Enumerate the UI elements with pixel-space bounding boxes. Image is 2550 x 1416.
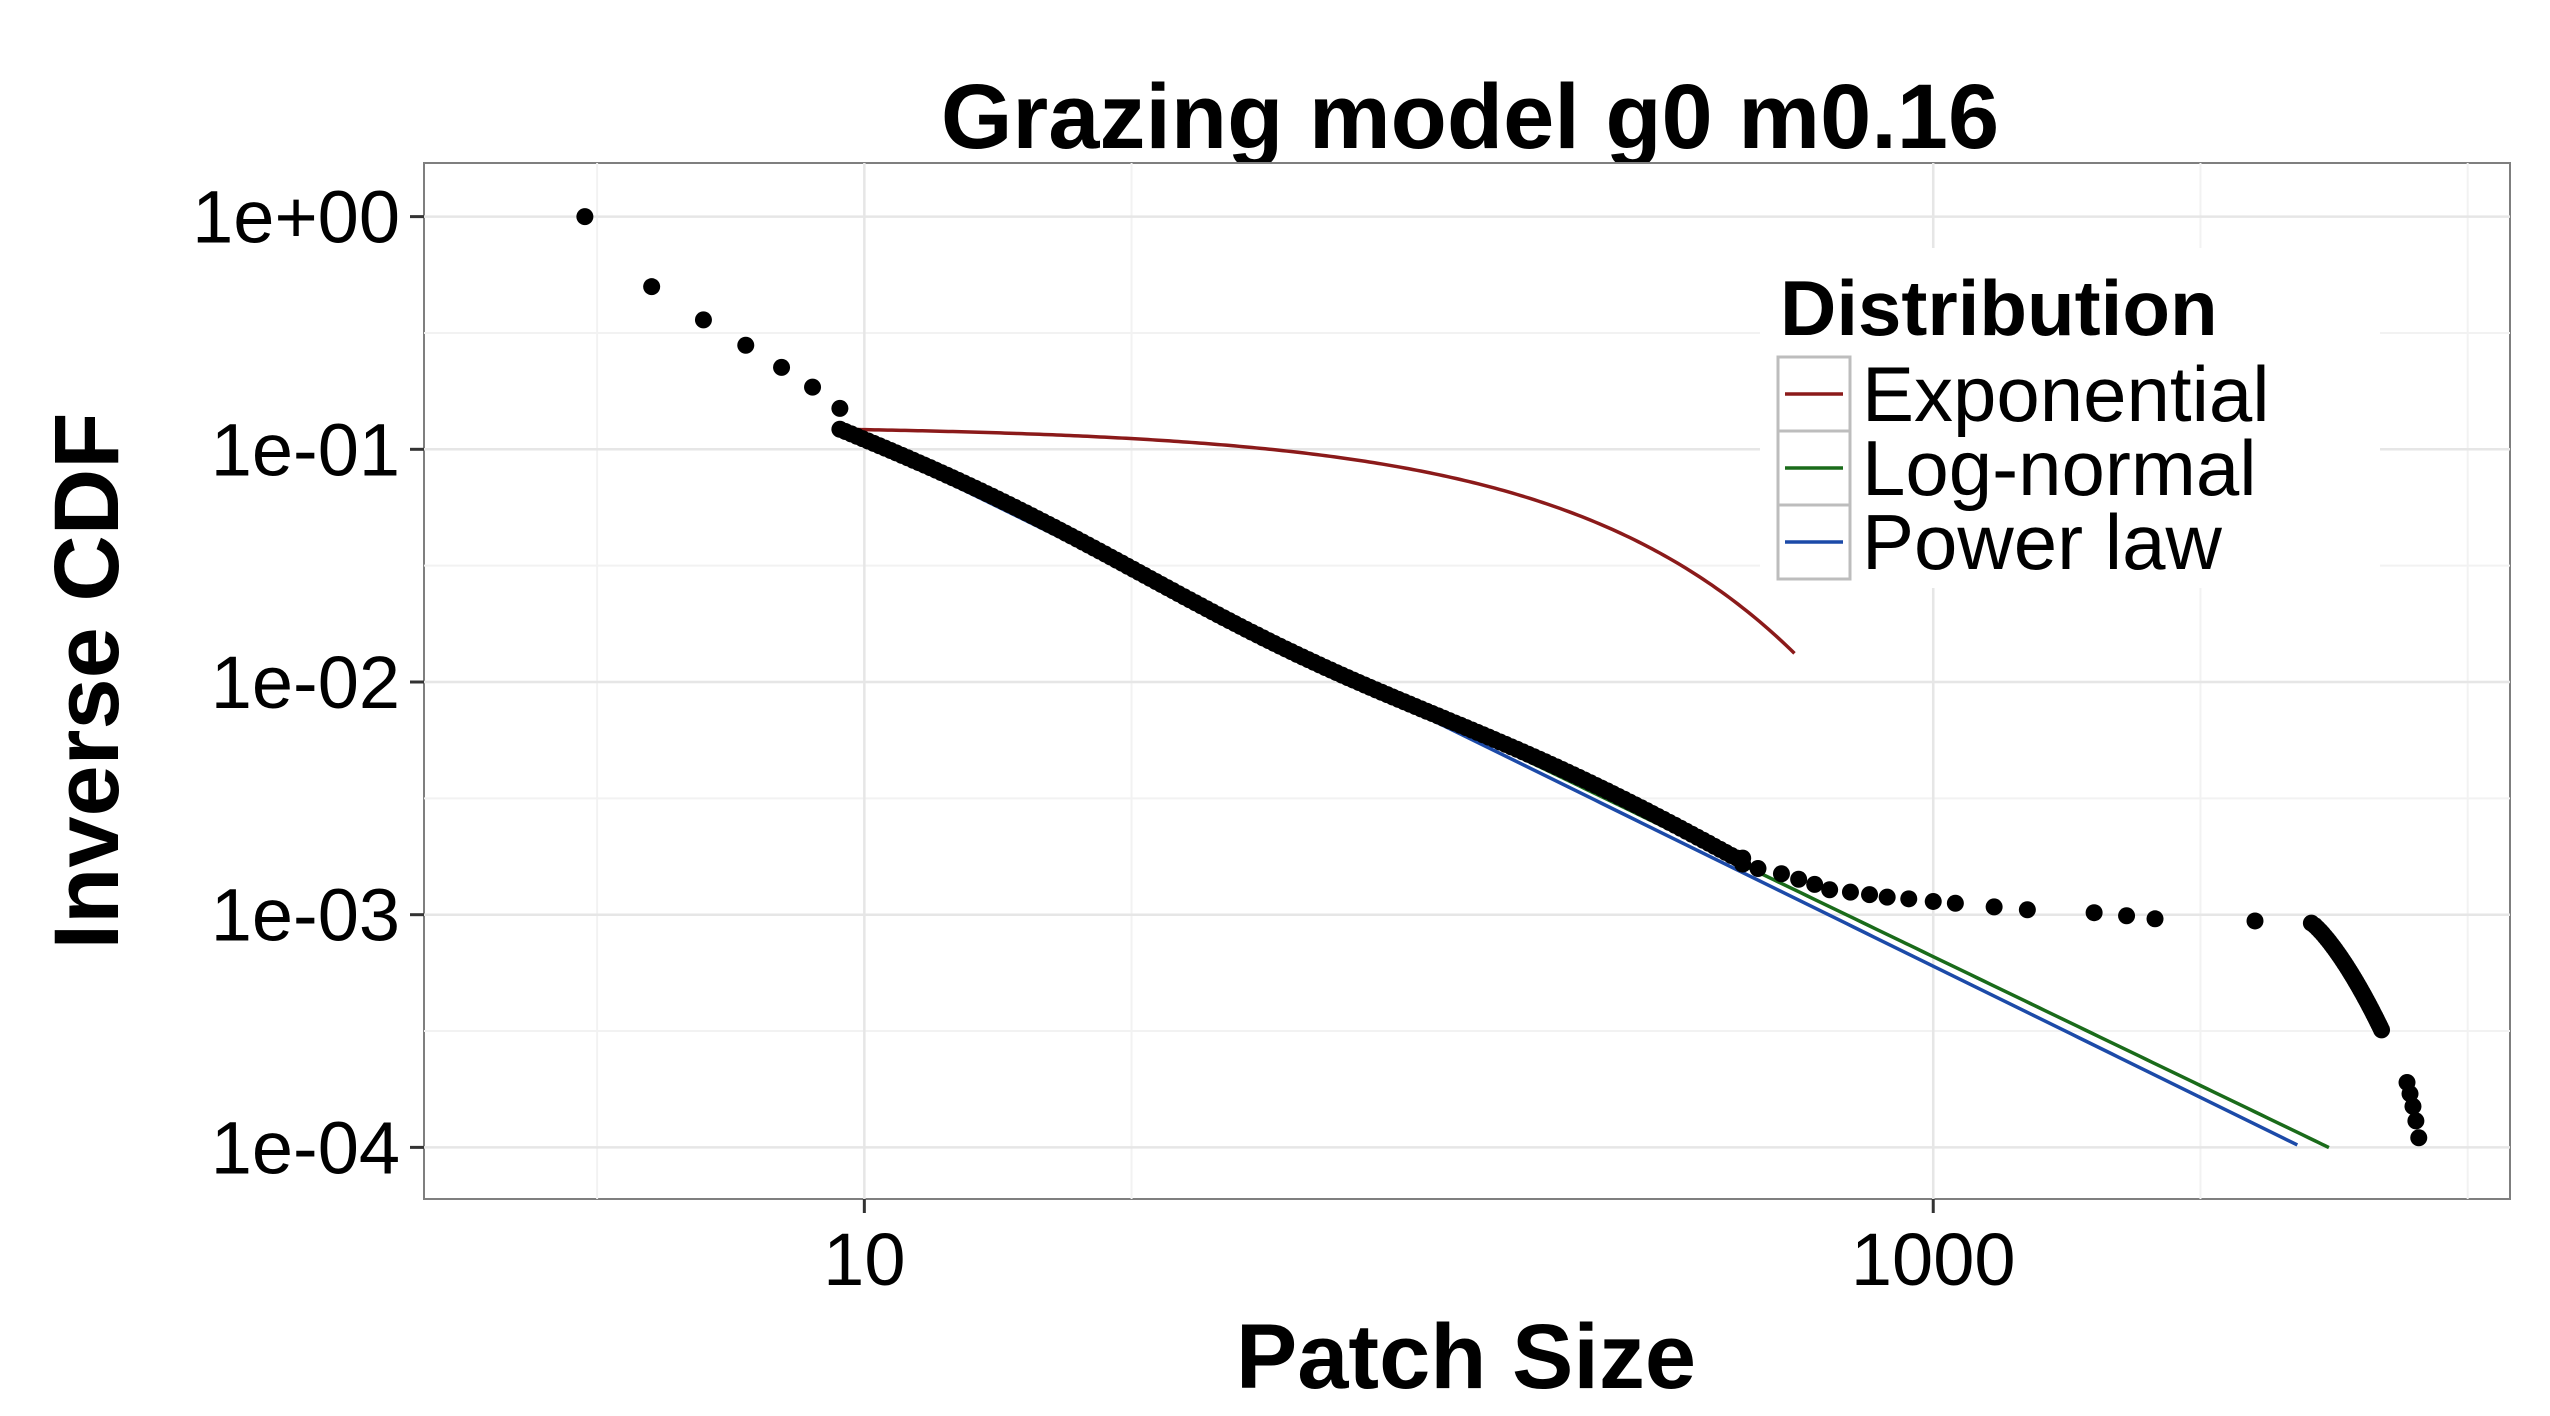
fit-line-exponential [839,427,1796,655]
legend-label: Exponential [1862,350,2270,438]
data-point [2085,904,2103,922]
data-point [2407,1112,2425,1130]
data-point [576,208,594,226]
y-tick-label: 1e-01 [211,408,400,491]
data-point [2404,1097,2422,1115]
legend-label: Power law [1862,498,2222,586]
data-point [2246,912,2264,930]
data-point [1924,892,1942,910]
data-points [576,208,2428,1147]
data-point [694,311,712,329]
x-tick-label: 1000 [1851,1218,2016,1301]
data-point [773,358,791,376]
legend-title: Distribution [1780,264,2218,352]
data-point [2373,1021,2391,1039]
data-point [2118,907,2136,925]
y-axis-title: Inverse CDF [36,413,138,950]
data-point [1749,859,1767,877]
data-point [643,278,661,296]
data-point [1806,875,1824,893]
data-point [1985,898,2003,916]
legend-entry-power-law: Power law [1776,498,2222,586]
y-tick-label: 1e+00 [192,176,400,259]
y-tick-label: 1e-04 [211,1106,400,1189]
x-tick-label: 10 [823,1218,905,1301]
legend-entry-log-normal: Log-normal [1776,424,2257,512]
data-point [1878,888,1896,906]
data-point [1900,890,1918,908]
data-point [804,378,822,396]
x-axis-title: Patch Size [1236,1306,1696,1408]
chart-title: Grazing model g0 m0.16 [941,66,1999,168]
data-point [2146,910,2164,928]
data-point [1790,870,1808,888]
legend-entry-exponential: Exponential [1776,350,2270,438]
data-point [1841,883,1859,901]
legend-label: Log-normal [1862,424,2257,512]
data-point [2018,901,2036,919]
data-point [737,336,755,354]
data-point [1821,881,1839,899]
data-point [1734,855,1752,873]
legend: Distribution ExponentialLog-normalPower … [1760,248,2380,588]
data-point [831,399,849,417]
axes: 10 1000 1e+00 1e-01 1e-02 1e-03 1e-04 [192,176,2015,1301]
y-tick-label: 1e-02 [211,641,400,724]
data-point [1946,894,1964,912]
legend-background [1760,248,2380,588]
data-point [1772,865,1790,883]
data-point [1861,886,1879,904]
data-point [2410,1129,2428,1147]
y-tick-label: 1e-03 [211,874,400,957]
